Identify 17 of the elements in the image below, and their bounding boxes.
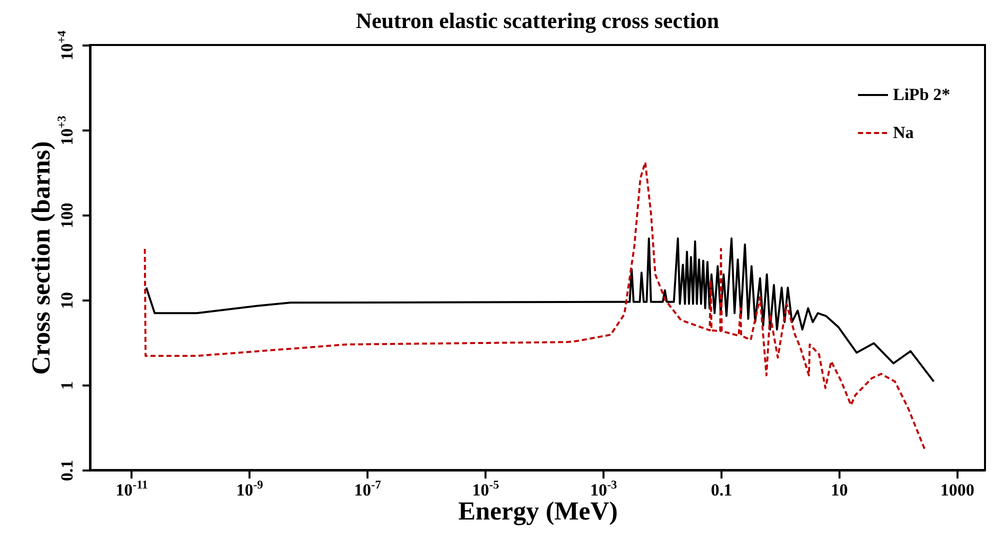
legend-label: LiPb 2*	[893, 85, 950, 104]
x-tick-label: 10$^{-5}$	[472, 478, 500, 500]
y-tick-label: 1	[58, 381, 76, 390]
legend-label: Na	[893, 123, 914, 142]
x-tick-label: 10$^{-11}$	[116, 478, 148, 500]
x-tick-label: 1000	[940, 480, 974, 500]
y-axis-title: Cross section (barns)	[26, 141, 56, 375]
x-tick-label: 10$^{-7}$	[354, 478, 382, 500]
x-tick-label: 10$^{-3}$	[590, 478, 618, 500]
x-axis-title: Energy (MeV)	[458, 496, 618, 526]
x-tick-label: 0.1	[710, 480, 732, 500]
x-tick-label: 10	[830, 480, 848, 500]
y-tick-label: 100	[58, 202, 76, 228]
x-tick-label: 10$^{-9}$	[236, 478, 264, 500]
chart-title: Neutron elastic scattering cross section	[354, 8, 720, 34]
y-tick-label: 0.1	[58, 460, 76, 482]
y-tick-label: 10	[58, 292, 76, 309]
